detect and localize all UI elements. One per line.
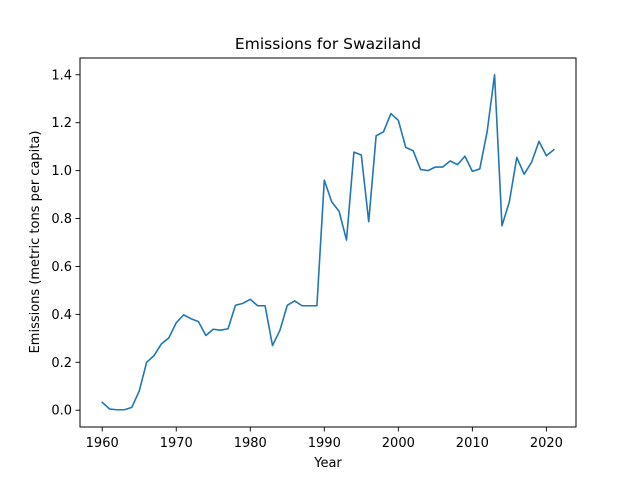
y-tick-label: 0.6 <box>51 260 72 275</box>
y-axis-label: Emissions (metric tons per capita) <box>28 131 43 354</box>
x-tick-label: 1960 <box>86 436 119 451</box>
y-tick-label: 1.0 <box>51 164 72 179</box>
x-tick-label: 2020 <box>530 436 563 451</box>
x-tick-label: 1970 <box>160 436 193 451</box>
plot-area <box>101 73 555 411</box>
x-tick-label: 2010 <box>456 436 489 451</box>
x-axis-label: Year <box>313 456 342 471</box>
x-tick-label: 1980 <box>234 436 267 451</box>
y-tick-label: 0.8 <box>51 212 72 227</box>
y-tick-label: 1.2 <box>51 116 72 131</box>
x-tick-label: 1990 <box>308 436 341 451</box>
x-axis: 1960 1970 1980 1990 2000 2010 2020 <box>86 427 563 451</box>
y-axis: 0.0 0.2 0.4 0.6 0.8 1.0 1.2 1.4 <box>51 68 80 419</box>
series-line-0 <box>101 73 555 411</box>
axes-frame <box>79 57 577 428</box>
chart-title: Emissions for Swaziland <box>235 35 421 53</box>
y-tick-label: 0.0 <box>51 404 72 419</box>
y-tick-label: 0.4 <box>51 308 72 323</box>
x-tick-label: 2000 <box>382 436 415 451</box>
y-tick-label: 0.2 <box>51 356 72 371</box>
y-tick-label: 1.4 <box>51 68 72 83</box>
